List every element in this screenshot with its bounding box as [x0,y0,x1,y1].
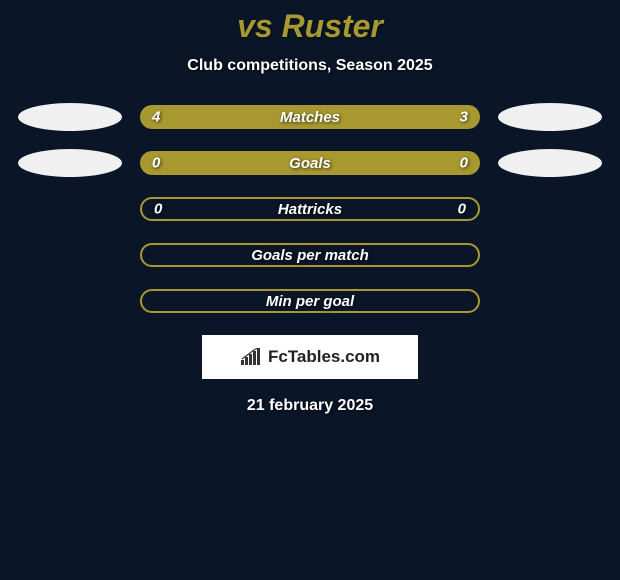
logo-text: FcTables.com [268,347,380,367]
stat-left-value: 0 [152,155,160,172]
bar-chart-icon [240,348,262,366]
left-ellipse [18,103,122,131]
date-text: 21 february 2025 [247,397,373,415]
stat-left-value: 0 [154,201,162,218]
stat-label: Goals per match [251,247,369,264]
stat-bar: 0 Hattricks 0 [140,197,480,221]
left-ellipse [18,149,122,177]
stat-label: Goals [289,155,331,172]
right-ellipse [498,103,602,131]
stat-right-value: 0 [460,155,468,172]
stat-row: Goals per match [0,243,620,267]
stat-bar: Goals per match [140,243,480,267]
stat-bar: 0 Goals 0 [140,151,480,175]
stat-row: 4 Matches 3 [0,105,620,129]
stat-label: Hattricks [278,201,342,218]
stat-row: Min per goal [0,289,620,313]
page-title: vs Ruster [237,8,383,45]
stats-card: vs Ruster Club competitions, Season 2025… [0,0,620,423]
stat-right-value: 0 [458,201,466,218]
stat-row: 0 Goals 0 [0,151,620,175]
stat-label: Min per goal [266,293,354,310]
stat-right-value: 3 [460,109,468,126]
stat-label: Matches [280,109,340,126]
stat-row: 0 Hattricks 0 [0,197,620,221]
right-ellipse [498,149,602,177]
stat-bar: Min per goal [140,289,480,313]
page-subtitle: Club competitions, Season 2025 [187,57,432,75]
stat-bar: 4 Matches 3 [140,105,480,129]
logo-box[interactable]: FcTables.com [202,335,418,379]
stat-left-value: 4 [152,109,160,126]
stat-rows: 4 Matches 3 0 Goals 0 0 Hattricks 0 Goals per mat… [0,105,620,313]
